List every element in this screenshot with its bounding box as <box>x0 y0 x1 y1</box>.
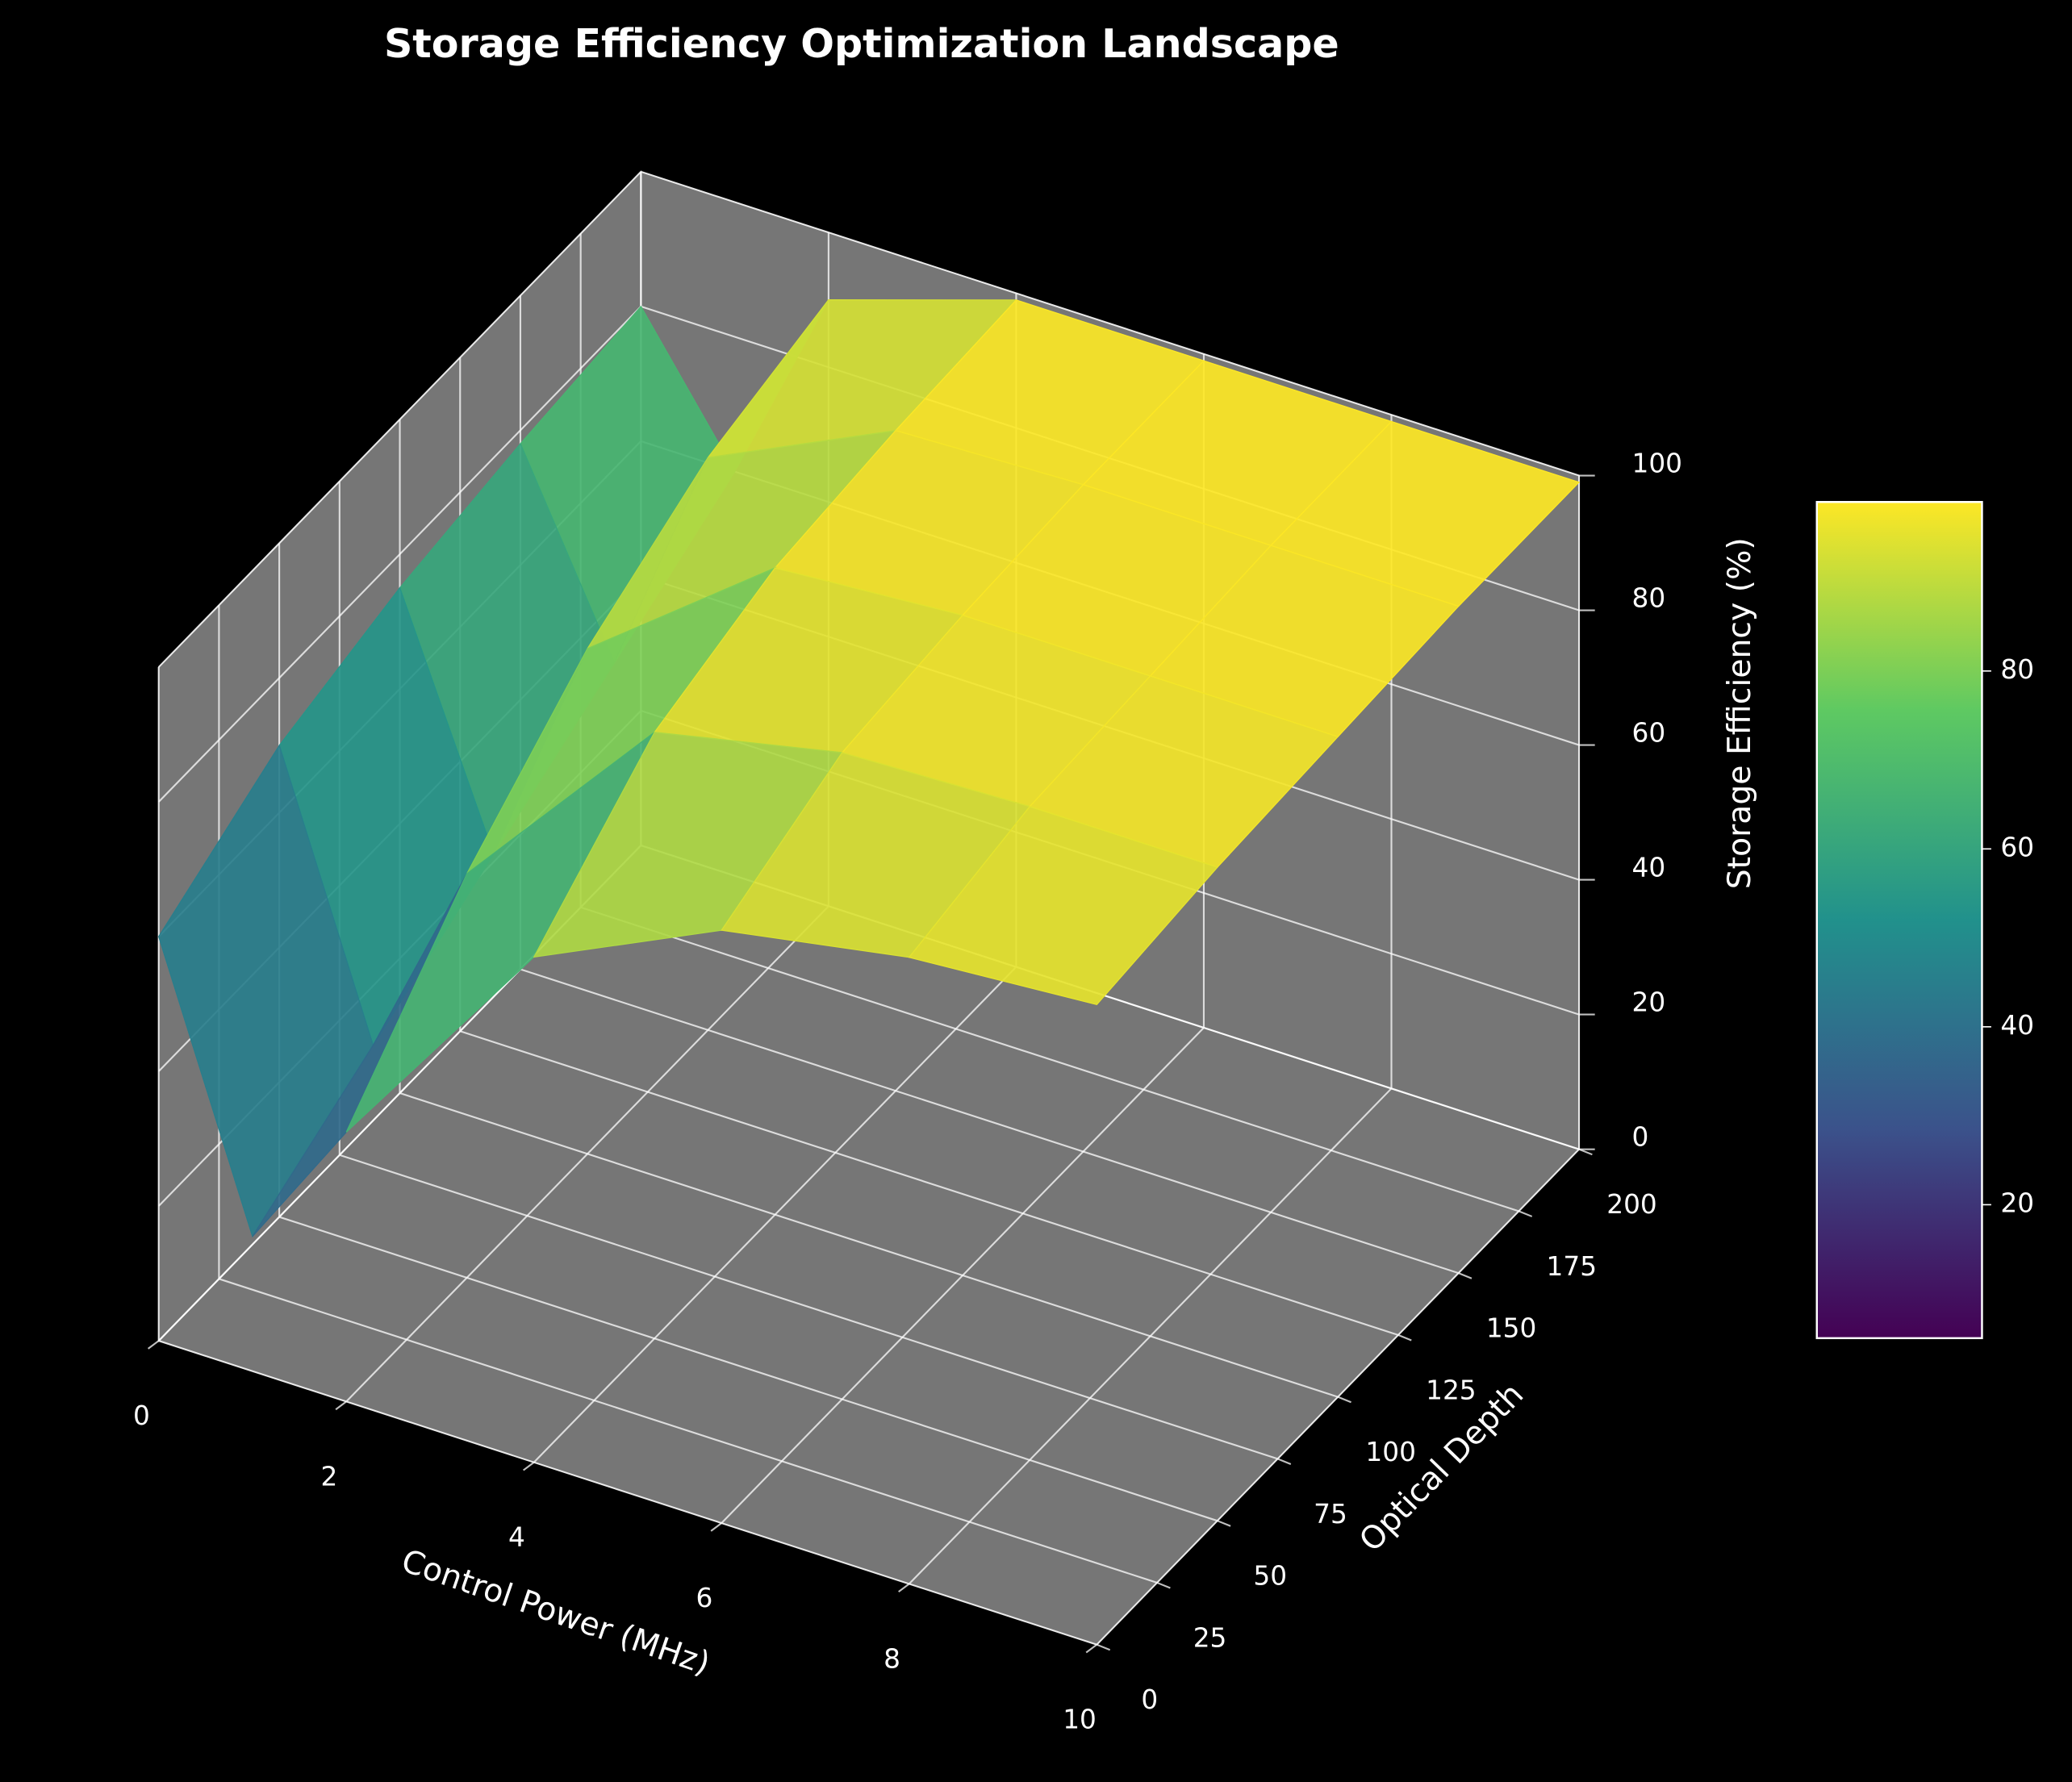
tick-mark <box>1518 1210 1533 1217</box>
x-tick-label: 6 <box>696 1583 713 1613</box>
y-tick-label: 0 <box>1141 1684 1158 1715</box>
grid-line <box>641 170 1580 477</box>
chart-title: Storage Efficiency Optimization Landscap… <box>384 20 1339 67</box>
surface-patch <box>908 805 1218 1006</box>
tick-mark <box>1096 1643 1111 1651</box>
x-tick-label: 10 <box>1063 1705 1097 1735</box>
tick-mark <box>1217 1520 1231 1527</box>
z-tick-label: 100 <box>1632 448 1683 478</box>
tick-mark <box>1277 1458 1292 1465</box>
grid-line <box>219 1278 1158 1584</box>
grid-line <box>399 1092 1339 1398</box>
grid-line <box>278 1216 1218 1522</box>
tick-mark <box>1397 1333 1412 1342</box>
tick-mark <box>147 1340 160 1350</box>
y-tick-label: 200 <box>1606 1189 1657 1220</box>
tick-mark <box>335 1400 347 1411</box>
tick-mark <box>1337 1396 1351 1404</box>
z-tick-label: 80 <box>1632 582 1666 613</box>
z-tick-label: 20 <box>1632 987 1666 1018</box>
x-tick-label: 2 <box>321 1461 338 1492</box>
grid-line <box>157 306 642 803</box>
y-tick-label: 175 <box>1547 1251 1598 1282</box>
colorbar-tick-label: 40 <box>2000 1010 2034 1041</box>
z-tick-label: 60 <box>1632 717 1666 748</box>
x-axis-label: Control Power (MHz) <box>397 1543 714 1683</box>
y-tick-label: 150 <box>1486 1313 1537 1344</box>
tick-mark <box>710 1522 722 1532</box>
tick-mark <box>1156 1581 1171 1589</box>
tick-mark <box>1085 1643 1097 1654</box>
grid-line <box>339 1154 1278 1460</box>
colorbar-tick-label: 20 <box>2000 1187 2034 1218</box>
z-tick-label: 40 <box>1632 852 1666 883</box>
grid-line <box>520 968 1459 1275</box>
tick-mark <box>1458 1272 1473 1279</box>
z-tick-label: 0 <box>1632 1122 1649 1153</box>
z-axis-label: Storage Efficiency (%) <box>1722 537 1758 889</box>
grid-line <box>459 1030 1399 1336</box>
colorbar <box>1815 501 1983 1340</box>
y-tick-label: 100 <box>1365 1437 1416 1467</box>
grid-line <box>158 1340 1097 1646</box>
y-tick-label: 125 <box>1426 1375 1477 1405</box>
x-tick-label: 8 <box>884 1643 900 1674</box>
y-tick-label: 50 <box>1253 1561 1287 1592</box>
colorbar-tick-label: 60 <box>2000 832 2034 862</box>
tick-mark <box>523 1461 535 1471</box>
x-tick-label: 4 <box>508 1522 525 1553</box>
tick-mark <box>898 1583 910 1593</box>
x-tick-label: 0 <box>133 1400 150 1431</box>
y-tick-label: 25 <box>1193 1622 1227 1653</box>
colorbar-tick-label: 80 <box>2000 654 2034 685</box>
grid-line <box>157 171 642 668</box>
grid-line <box>580 906 1519 1212</box>
y-tick-label: 75 <box>1314 1499 1347 1530</box>
tick-mark <box>1578 1148 1593 1156</box>
